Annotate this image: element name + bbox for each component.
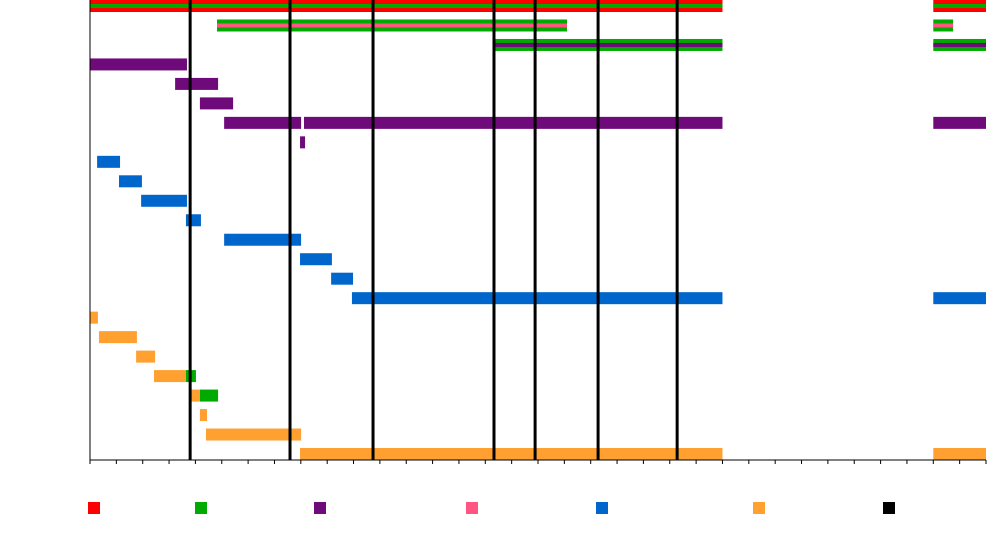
bar — [933, 448, 986, 460]
bar-stripe — [933, 42, 986, 47]
bar — [136, 350, 156, 363]
bar — [303, 116, 723, 129]
bar — [300, 253, 332, 266]
legend-swatch — [753, 502, 765, 514]
bar-stripe — [493, 42, 723, 47]
bar — [300, 136, 306, 149]
bar — [97, 155, 121, 168]
legend-swatch — [596, 502, 608, 514]
bar — [199, 409, 208, 422]
bar — [205, 428, 302, 441]
bar — [175, 77, 219, 90]
bar — [331, 272, 354, 285]
bar — [351, 292, 723, 305]
bar — [300, 448, 723, 460]
bar — [224, 233, 302, 246]
bar — [185, 214, 201, 227]
bar — [154, 370, 186, 383]
bar-stripe — [217, 23, 567, 28]
bar-stripe — [933, 4, 986, 8]
bar — [933, 116, 986, 129]
legend-swatch — [883, 502, 895, 514]
bar — [933, 292, 986, 305]
legend-swatch — [314, 502, 326, 514]
bar — [199, 97, 234, 110]
bar — [98, 331, 137, 344]
bar-stripe — [933, 23, 954, 28]
bar — [189, 389, 200, 402]
legend-swatch — [466, 502, 478, 514]
legend-swatch — [195, 502, 207, 514]
bar — [141, 194, 187, 207]
bar-stripe — [90, 4, 723, 8]
bar — [90, 311, 98, 324]
legend-swatch — [88, 502, 100, 514]
bar — [90, 58, 187, 71]
bar — [118, 175, 142, 188]
bar — [224, 116, 302, 129]
bar — [199, 389, 219, 402]
